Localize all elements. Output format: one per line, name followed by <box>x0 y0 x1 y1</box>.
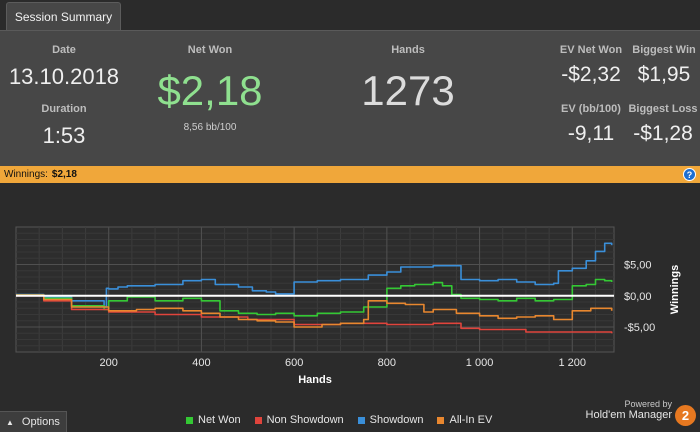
options-button[interactable]: ▲ Options <box>0 411 67 432</box>
bb-per-100-value: 8,56 bb/100 <box>183 122 237 133</box>
y-tick-label: -$5,00 <box>624 322 655 334</box>
tab-bar: Session Summary <box>0 0 700 30</box>
hands-value: 1273 <box>361 67 455 114</box>
x-tick-label: 1 000 <box>466 357 494 369</box>
biggest-win-value: $1,95 <box>637 63 691 86</box>
y-tick-label: $0,00 <box>624 291 652 303</box>
powered-by: Powered by Hold'em Manager <box>586 399 672 421</box>
legend-label: Non Showdown <box>266 414 344 426</box>
legend-item-all-in-ev[interactable]: All-In EV <box>437 414 492 426</box>
date-value: 13.10.2018 <box>8 64 120 89</box>
series-line-all-in-ev <box>16 294 613 328</box>
y-axis-label: Winnings <box>669 265 681 314</box>
winnings-label: Winnings: <box>4 169 48 180</box>
biggest-loss-value: -$1,28 <box>633 122 693 145</box>
x-tick-label: 400 <box>192 357 210 369</box>
ev-net-won-value: -$2,32 <box>561 63 621 86</box>
brand-name: Hold'em Manager <box>585 409 672 421</box>
tab-session-summary[interactable]: Session Summary <box>6 2 121 30</box>
hm2-logo-icon: 2 <box>675 405 696 426</box>
series-line-non-showdown <box>16 295 613 334</box>
winnings-chart-svg: 200 400 600 800 1 000 1 200 $5,00 $0,00 -$5,00 Ha… <box>15 226 681 386</box>
legend-swatch <box>254 416 262 424</box>
powered-by-text: Powered by <box>624 399 672 409</box>
ev-bb-label: EV (bb/100) <box>561 103 621 115</box>
legend-item-non-showdown[interactable]: Non Showdown <box>254 414 344 426</box>
winnings-value: $2,18 <box>51 169 77 180</box>
legend-item-showdown[interactable]: Showdown <box>357 414 424 426</box>
x-tick-label: 600 <box>285 357 303 369</box>
series-line-showdown <box>16 242 613 308</box>
net-won-label: Net Won <box>187 44 233 56</box>
legend-item-net-won[interactable]: Net Won <box>186 414 241 426</box>
legend-label: Net Won <box>198 414 241 426</box>
biggest-loss-label: Biggest Loss <box>628 103 698 115</box>
winnings-bar: Winnings: $2,18 ? <box>0 166 700 183</box>
hands-label: Hands <box>391 44 425 56</box>
series-line-net-won <box>16 278 613 317</box>
legend-swatch <box>186 416 193 424</box>
duration-value: 1:53 <box>42 123 86 148</box>
winnings-chart: 200 400 600 800 1 000 1 200 $5,00 $0,00 -$5,00 Ha… <box>0 183 700 432</box>
chevron-up-icon: ▲ <box>6 417 14 427</box>
chart-legend: Net Won Non Showdown Showdown All-In EV <box>186 412 492 428</box>
session-summary-panel: Date 13.10.2018 Duration 1:53 Net Won $2… <box>0 30 700 166</box>
x-axis-label: Hands <box>298 374 332 386</box>
legend-swatch <box>357 416 365 424</box>
legend-label: Showdown <box>369 414 424 426</box>
ev-bb-value: -9,11 <box>567 122 615 145</box>
legend-swatch <box>437 416 445 424</box>
ev-net-won-label: EV Net Won <box>559 44 623 56</box>
biggest-win-label: Biggest Win <box>632 44 696 56</box>
help-icon[interactable]: ? <box>683 168 696 181</box>
legend-label: All-In EV <box>449 414 493 426</box>
x-tick-label: 1 200 <box>559 357 587 369</box>
x-tick-label: 200 <box>100 357 118 369</box>
y-tick-label: $5,00 <box>624 260 652 272</box>
options-label: Options <box>21 416 60 428</box>
x-tick-label: 800 <box>378 357 396 369</box>
net-won-value: $2,18 <box>157 67 263 114</box>
duration-label: Duration <box>41 103 87 115</box>
date-label: Date <box>52 44 76 56</box>
